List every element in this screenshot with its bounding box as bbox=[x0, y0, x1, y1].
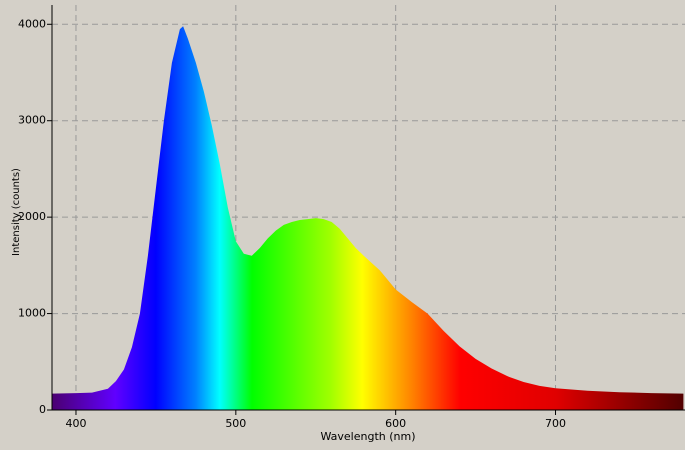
y-axis-label: Intensity (counts) bbox=[11, 168, 22, 256]
x-tick-label: 500 bbox=[225, 417, 246, 430]
x-tick-label: 400 bbox=[65, 417, 86, 430]
y-tick-label: 2000 bbox=[18, 210, 46, 223]
y-tick-label: 0 bbox=[39, 403, 46, 416]
y-tick-label: 4000 bbox=[18, 17, 46, 30]
x-axis-label: Wavelength (nm) bbox=[320, 430, 415, 443]
x-tick-label: 700 bbox=[545, 417, 566, 430]
y-tick-label: 3000 bbox=[18, 114, 46, 127]
spectrum-area bbox=[52, 26, 684, 410]
y-tick-label: 1000 bbox=[18, 307, 46, 320]
x-tick-label: 600 bbox=[385, 417, 406, 430]
